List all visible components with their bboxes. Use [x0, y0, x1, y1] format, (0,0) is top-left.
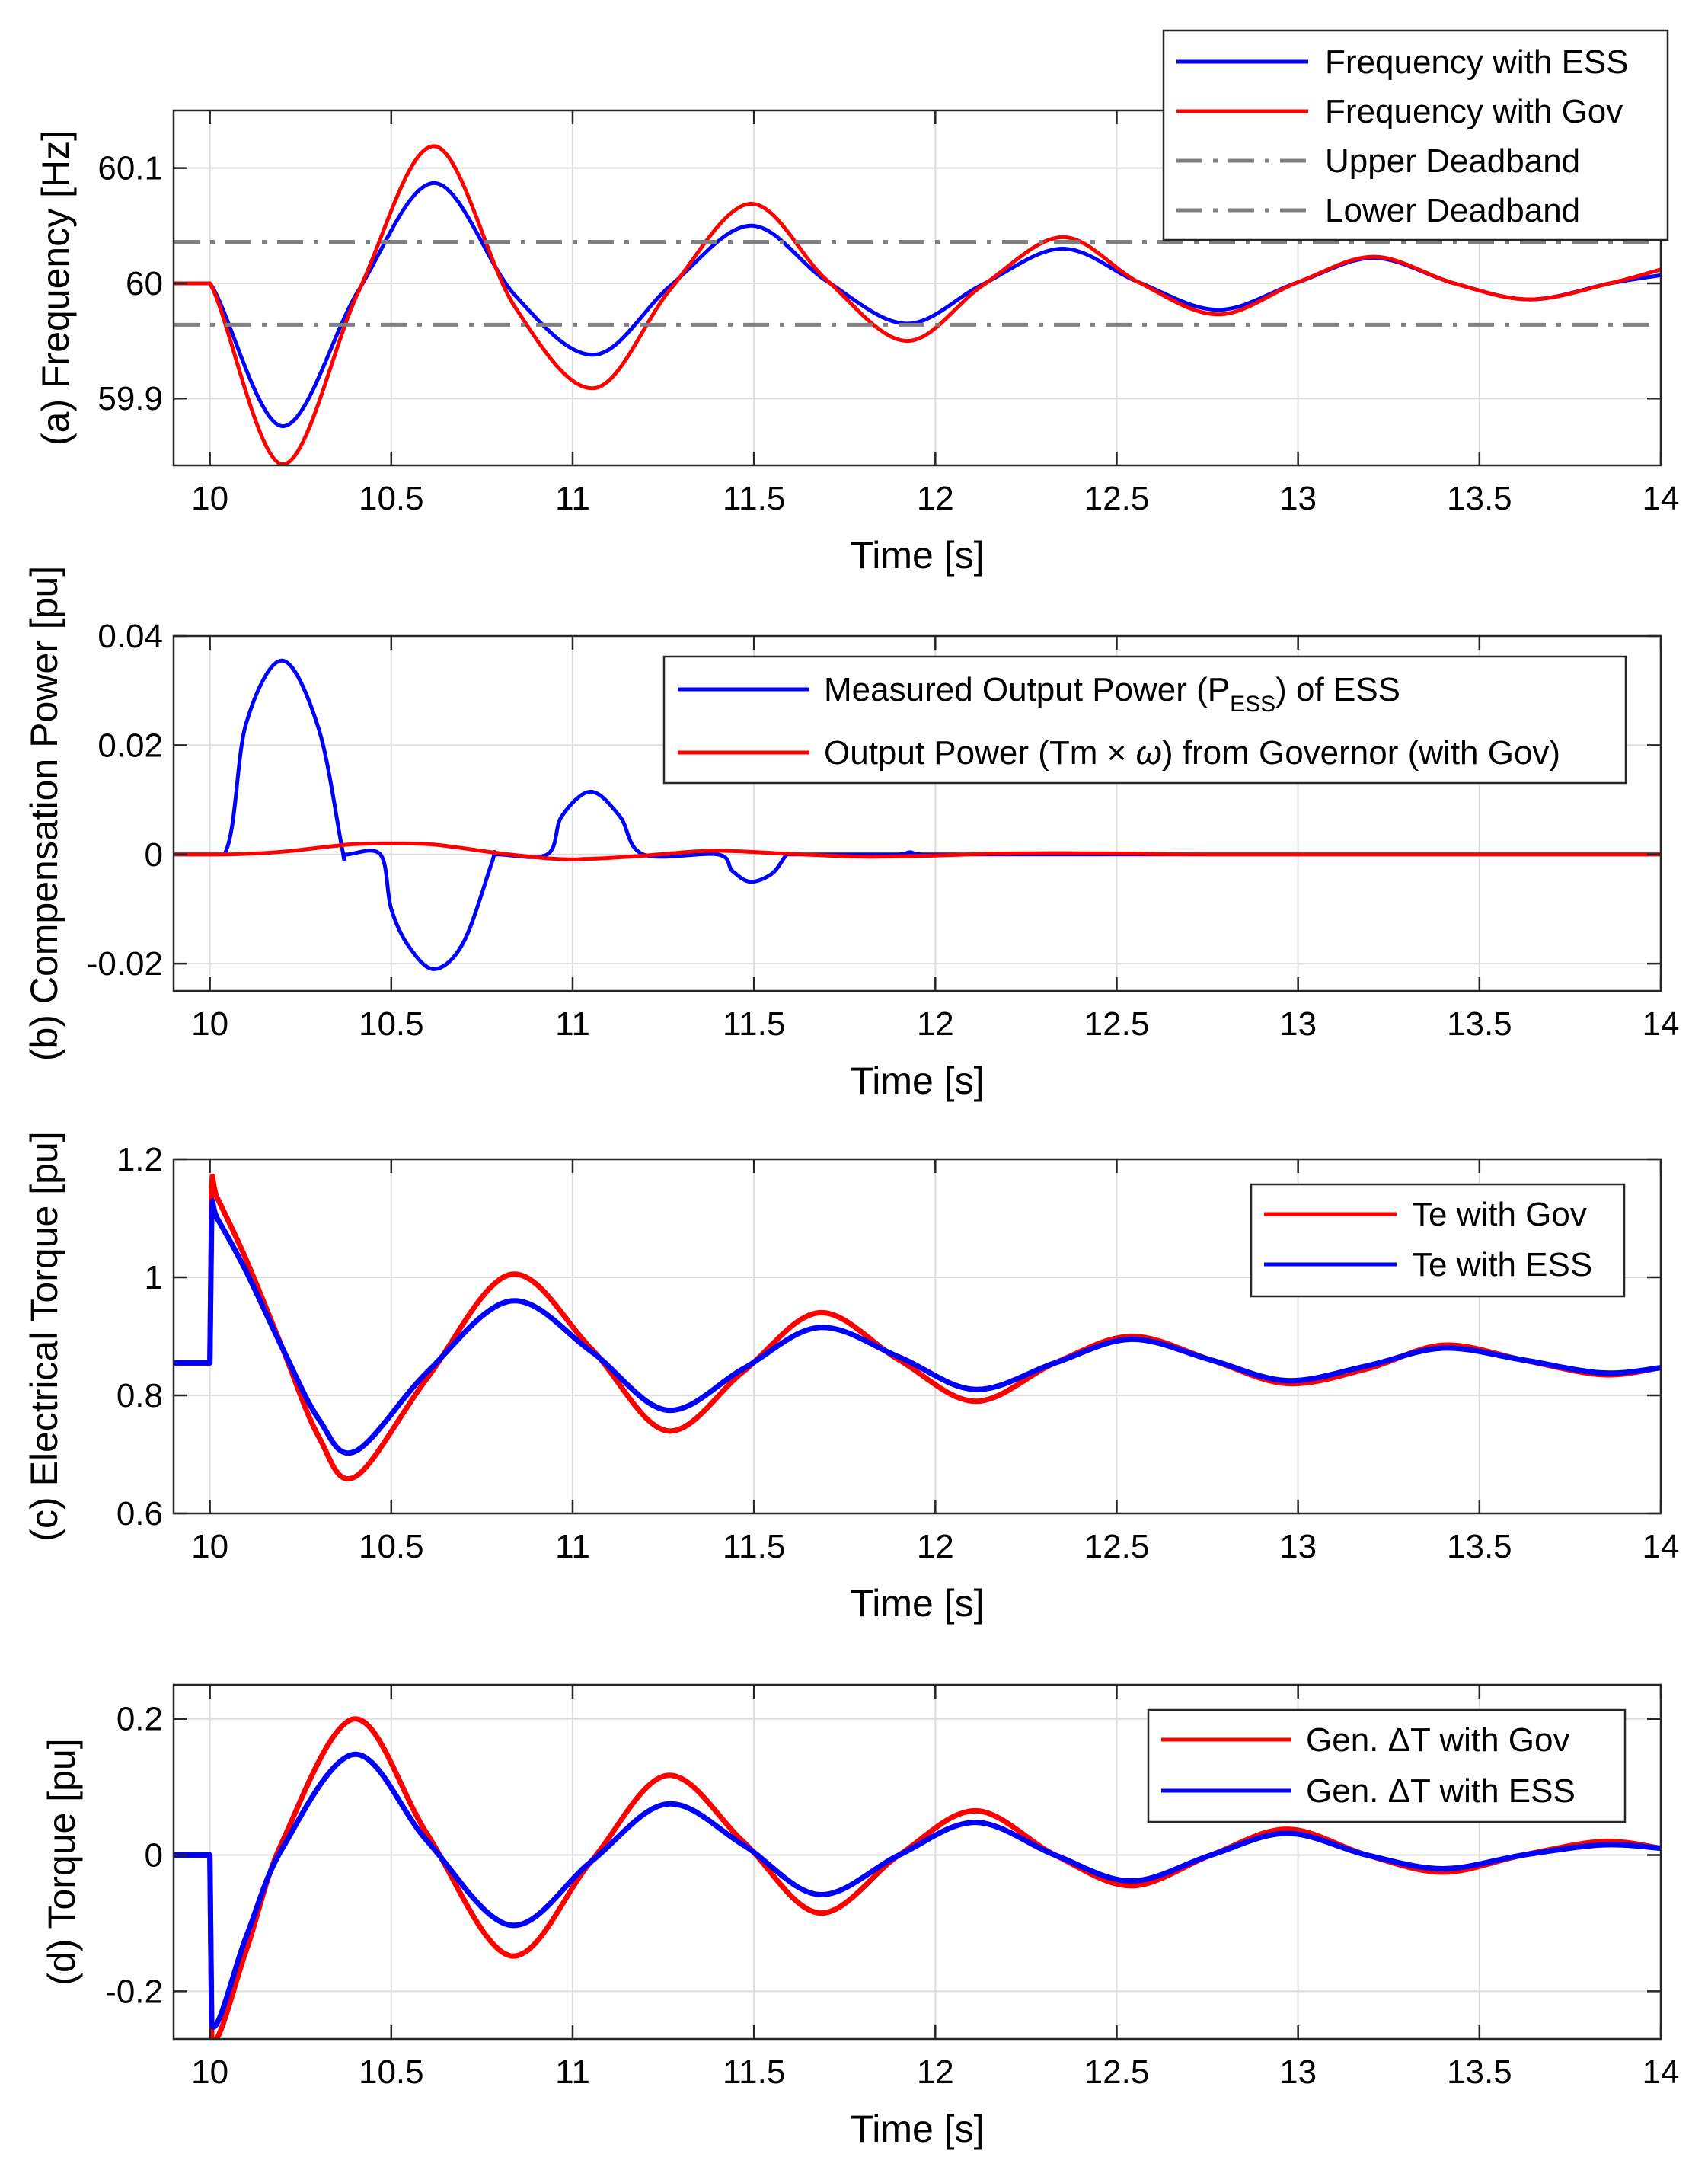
y-axis-label: (a) Frequency [Hz]	[34, 130, 77, 446]
x-tick-label: 10	[191, 2053, 228, 2091]
y-tick-label: 0.04	[97, 618, 163, 655]
legend-b-label-2: Output Power (Tm × ω) from Governor (wit…	[824, 734, 1560, 772]
x-tick-label: 12.5	[1084, 1528, 1150, 1565]
y-tick-label: -0.02	[87, 945, 163, 983]
y-tick-label: 60.1	[97, 150, 163, 187]
x-axis-label: Time [s]	[851, 1059, 985, 1102]
panel-b: 10 10.5 11 11.5 12 12.5 13 13.5 14 -0.02 0 0.02 0.04…	[23, 566, 1679, 1102]
x-axis-label: Time [s]	[851, 1582, 985, 1625]
x-tick-label: 11	[555, 480, 590, 517]
legend-a	[1162, 29, 1669, 241]
x-tick-label: 13	[1279, 1528, 1317, 1565]
y-tick-label: -0.2	[105, 1973, 163, 2010]
x-tick-label: 13.5	[1447, 480, 1512, 517]
x-tick-label: 13.5	[1447, 1005, 1512, 1043]
y-tick-label: 0	[145, 1837, 163, 1874]
legend-a-label-3: Upper Deadband	[1325, 142, 1580, 180]
x-tick-label: 11.5	[723, 1005, 785, 1043]
legend-b	[662, 655, 1627, 785]
x-tick-label: 12	[917, 1005, 954, 1043]
x-tick-label: 13	[1279, 480, 1317, 517]
y-tick-label: 0.2	[117, 1701, 163, 1738]
x-tick-label: 10.5	[359, 1005, 424, 1043]
series-line-2	[174, 144, 1661, 465]
x-tick-label: 11	[555, 1005, 590, 1043]
x-tick-label: 14	[1643, 1005, 1680, 1043]
x-tick-label: 14	[1643, 1528, 1680, 1565]
legend-c-label-1: Te with Gov	[1412, 1196, 1587, 1233]
x-tick-label: 12.5	[1084, 480, 1150, 517]
x-tick-label: 13	[1279, 2053, 1317, 2091]
panel-c: 10 10.5 11 11.5 12 12.5 13 13.5 14 0.6 0.8 1 1.2 Time…	[23, 1131, 1679, 1625]
x-tick-label: 11	[555, 1528, 590, 1565]
x-tick-label: 14	[1643, 2053, 1680, 2091]
legend-a-label-2: Frequency with Gov	[1325, 93, 1623, 130]
x-tick-label: 10.5	[359, 480, 424, 517]
series-line-2	[174, 1198, 1661, 1456]
x-tick-label: 13	[1279, 1005, 1317, 1043]
series-group	[174, 658, 1661, 971]
legend-b-label-1: Measured Output Power (PESS) of ESS	[824, 671, 1400, 717]
series-group	[174, 1173, 1661, 1481]
x-tick-label: 12	[917, 1528, 954, 1565]
legend-d-label-1: Gen. ΔT with Gov	[1306, 1721, 1570, 1759]
y-tick-label: 60	[126, 265, 163, 302]
x-tick-label: 12.5	[1084, 2053, 1150, 2091]
axes-box	[172, 1158, 1662, 1515]
series-group	[174, 1716, 1661, 2039]
x-tick-label: 11	[555, 2053, 590, 2091]
series-line-2	[174, 1751, 1661, 2030]
legend-d	[1147, 1708, 1627, 1823]
y-tick-label: 0.02	[97, 727, 163, 764]
y-tick-label: 1.2	[117, 1141, 163, 1178]
legend-c-label-2: Te with ESS	[1412, 1246, 1592, 1283]
legend-d-label-2: Gen. ΔT with ESS	[1306, 1772, 1576, 1810]
y-axis-label: (b) Compensation Power [pu]	[23, 566, 65, 1061]
x-tick-label: 13.5	[1447, 1528, 1512, 1565]
legend-c	[1250, 1183, 1626, 1298]
x-tick-label: 11.5	[723, 2053, 785, 2091]
y-tick-label: 0.8	[117, 1377, 163, 1414]
x-tick-label: 13.5	[1447, 2053, 1512, 2091]
y-tick-label: 1	[145, 1259, 163, 1296]
axes-box	[172, 634, 1662, 992]
series-line-2	[174, 841, 1661, 861]
x-axis-label: Time [s]	[851, 2108, 985, 2150]
x-tick-label: 12	[917, 2053, 954, 2091]
x-tick-label: 10.5	[359, 2053, 424, 2091]
y-tick-label: 0.6	[117, 1495, 163, 1532]
x-tick-label: 14	[1643, 480, 1680, 517]
y-axis-label: (d) Torque [pu]	[40, 1738, 83, 1985]
legend-a-label-4: Lower Deadband	[1325, 192, 1580, 229]
x-tick-label: 12.5	[1084, 1005, 1150, 1043]
axes-box	[172, 109, 1662, 467]
x-tick-label: 10	[191, 1005, 228, 1043]
x-tick-label: 10.5	[359, 1528, 424, 1565]
x-axis-label: Time [s]	[851, 534, 985, 577]
x-tick-label: 10	[191, 1528, 228, 1565]
series-group	[174, 144, 1661, 465]
legend-a-label-1: Frequency with ESS	[1325, 43, 1629, 81]
x-tick-label: 11.5	[723, 480, 785, 517]
x-tick-label: 10	[191, 480, 228, 517]
y-tick-label: 0	[145, 836, 163, 874]
axes-box	[172, 1683, 1662, 2041]
y-tick-label: 59.9	[97, 380, 163, 417]
x-tick-label: 11.5	[723, 1528, 785, 1565]
y-axis-label: (c) Electrical Torque [pu]	[23, 1131, 65, 1541]
series-line-1	[174, 1173, 1661, 1481]
x-tick-label: 12	[917, 480, 954, 517]
